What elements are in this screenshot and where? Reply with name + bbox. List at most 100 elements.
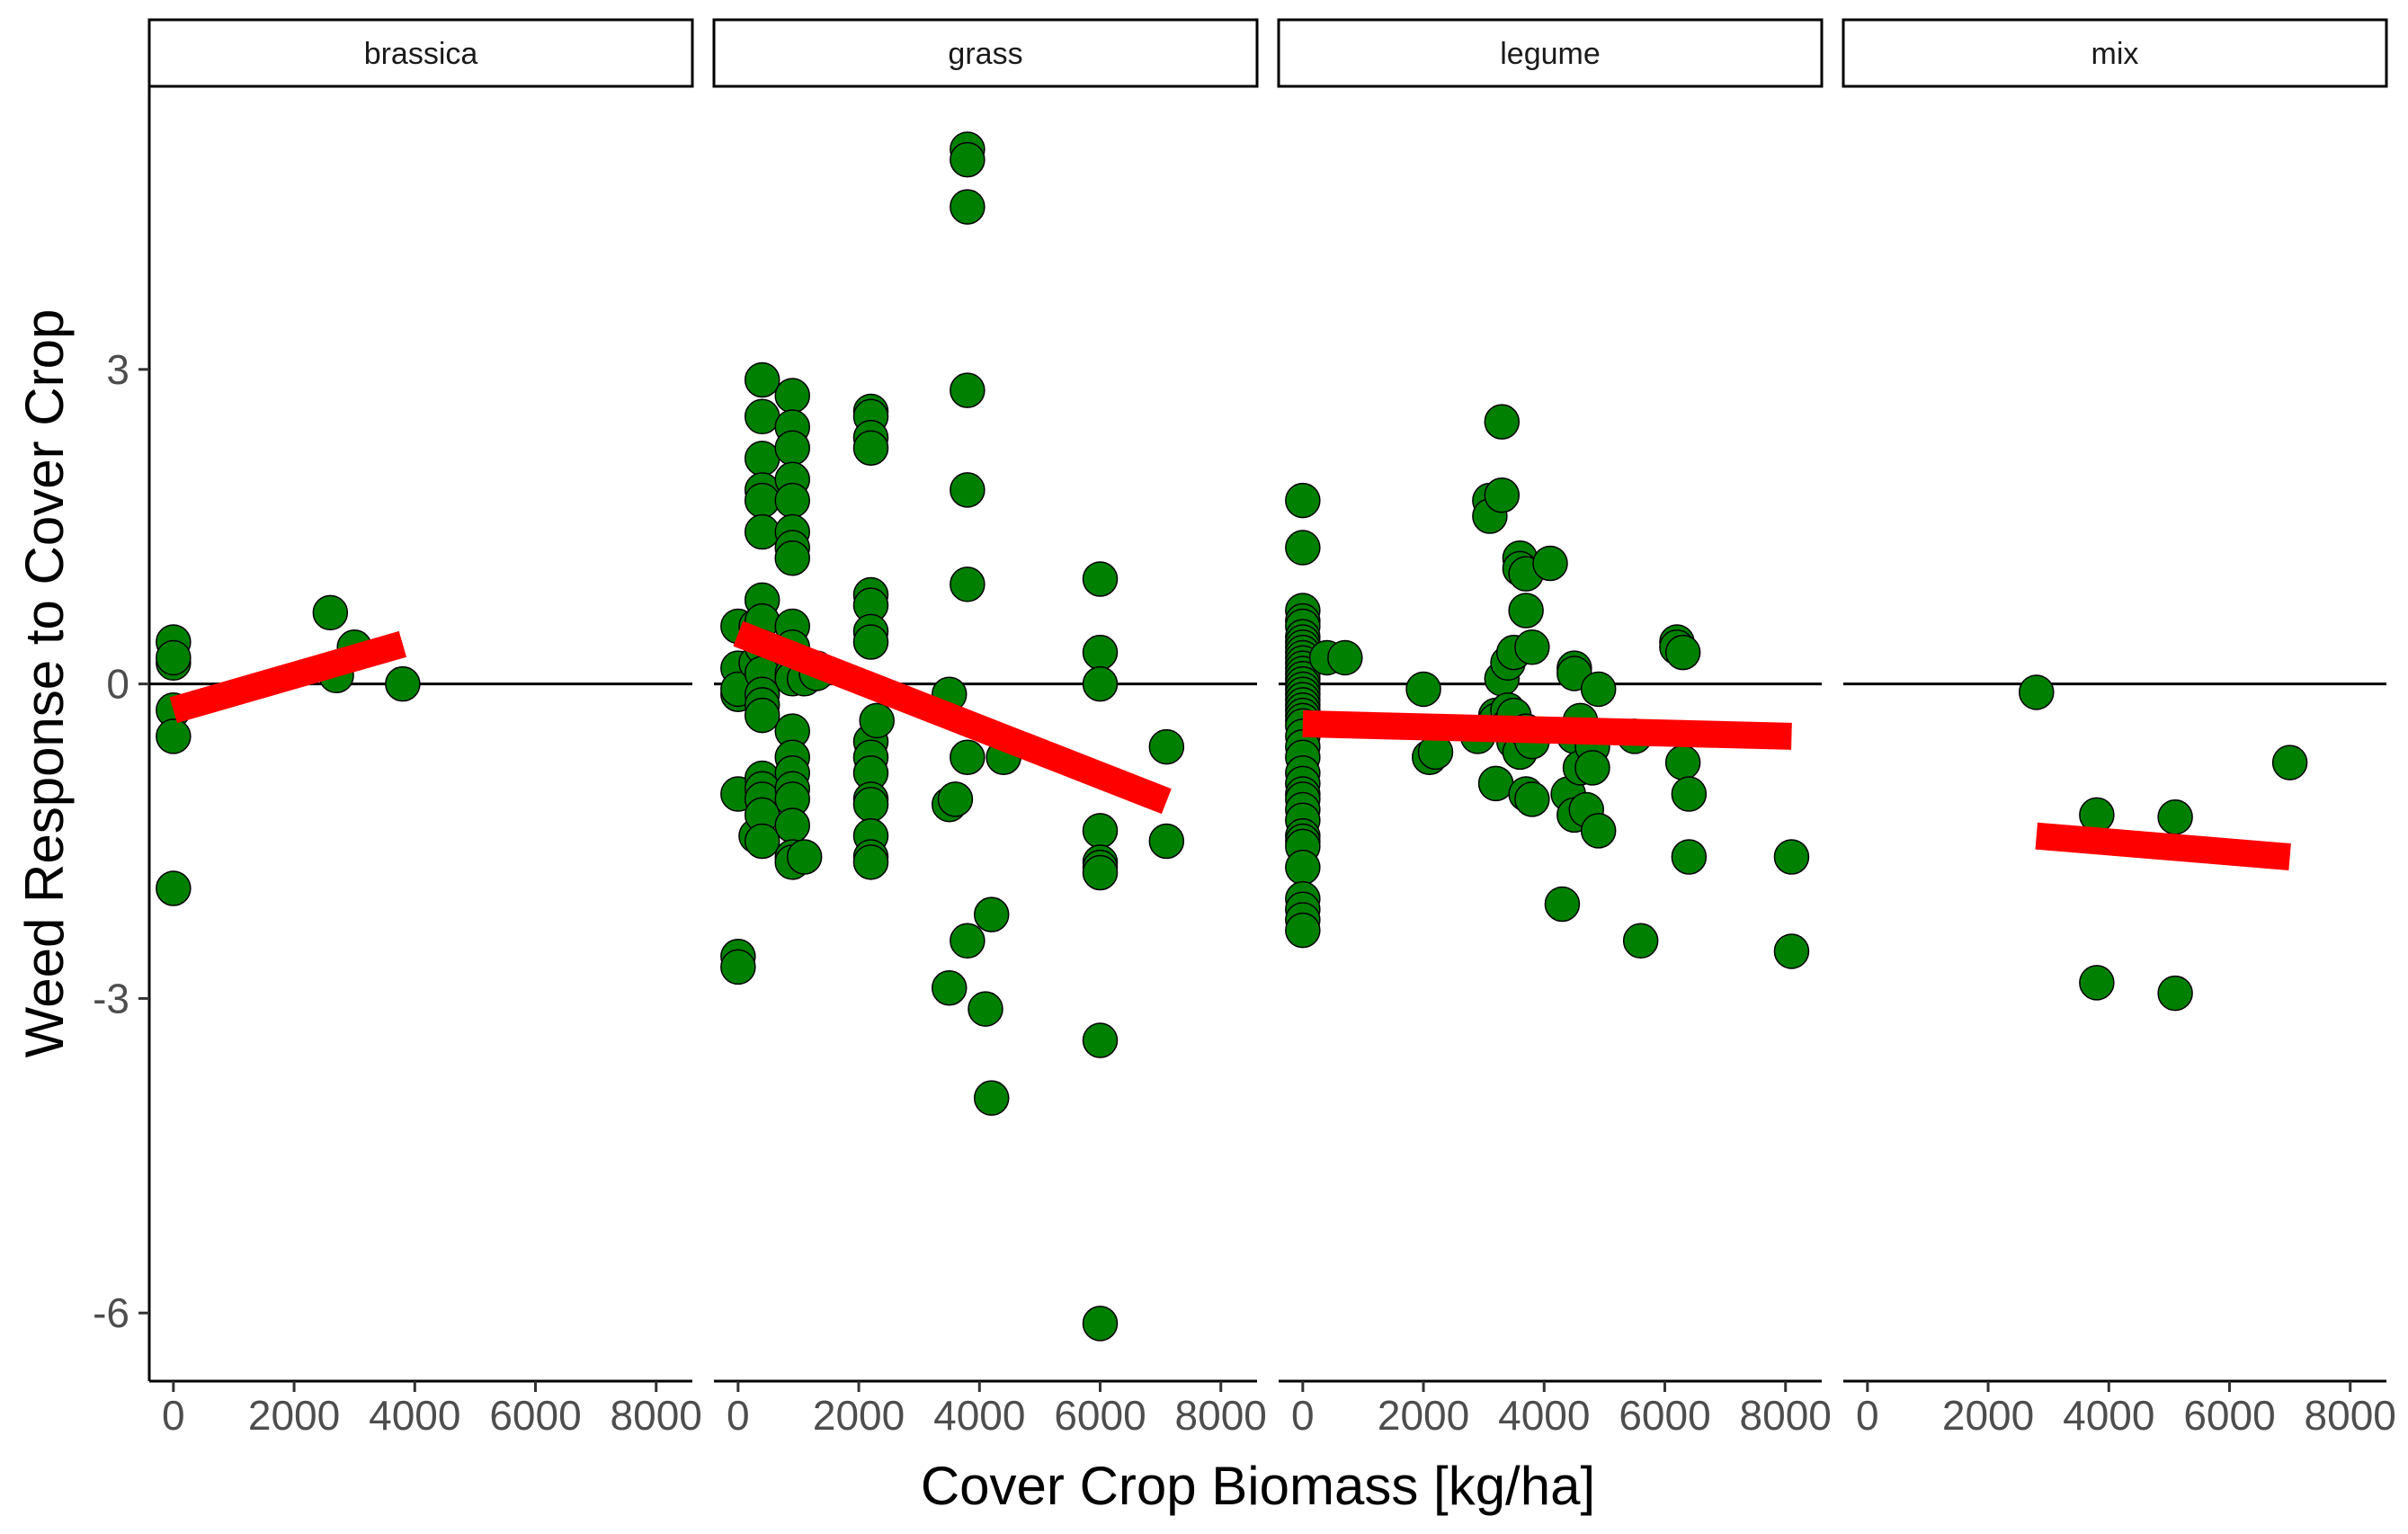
- data-point: [1532, 545, 1568, 582]
- data-point: [1514, 629, 1550, 665]
- data-point: [1671, 776, 1708, 812]
- data-point: [859, 702, 895, 739]
- x-tick-label: 4000: [933, 1392, 1025, 1439]
- data-point: [852, 624, 889, 660]
- x-tick-label: 8000: [1175, 1392, 1267, 1439]
- data-point: [744, 482, 780, 519]
- data-point: [1484, 404, 1521, 440]
- x-tick-label: 2000: [1942, 1392, 2034, 1439]
- data-point: [1285, 482, 1321, 519]
- data-point: [852, 430, 889, 467]
- chart-layer: 3 0 -3 -6 brassica 0 2000 4000 6000 8000 grass 0 200…: [93, 18, 2396, 1439]
- data-point: [1514, 781, 1550, 817]
- x-tick-label: 6000: [1054, 1392, 1146, 1439]
- panel-mix: mix 0 2000 4000 6000 8000: [1842, 18, 2396, 1439]
- x-tick-label: 0: [727, 1392, 750, 1439]
- data-point: [774, 540, 810, 576]
- trend-line: [1302, 709, 1792, 750]
- data-point: [156, 718, 192, 754]
- data-point: [1544, 886, 1581, 923]
- x-tick-label: 6000: [2183, 1392, 2275, 1439]
- data-point: [1327, 639, 1363, 676]
- strip-label-legume: legume: [1500, 37, 1601, 71]
- strip-label-mix: mix: [2091, 37, 2139, 71]
- x-tick-label: 2000: [1378, 1392, 1469, 1439]
- x-tick-label: 4000: [1498, 1392, 1590, 1439]
- strip-grass: [712, 18, 1259, 88]
- data-point: [950, 141, 985, 178]
- data-point: [950, 566, 985, 602]
- data-point: [1285, 912, 1321, 949]
- y-tick-label: -3: [93, 975, 129, 1021]
- data-point: [950, 472, 985, 508]
- strip-legume: [1277, 18, 1824, 88]
- data-point: [1082, 665, 1119, 702]
- data-point: [2019, 674, 2055, 710]
- data-point: [1285, 849, 1321, 886]
- data-point: [1148, 823, 1185, 860]
- trend-line: [169, 630, 407, 724]
- strip-brassica: [147, 18, 694, 88]
- strip-label-brassica: brassica: [364, 37, 478, 71]
- data-point: [931, 970, 968, 1006]
- x-tick-label: 4000: [2063, 1392, 2154, 1439]
- data-point: [1285, 530, 1321, 566]
- strip-mix: [1842, 18, 2388, 88]
- panel-brassica: brassica 0 2000 4000 6000 8000: [147, 18, 702, 1439]
- data-point: [852, 844, 889, 880]
- data-point: [744, 823, 780, 860]
- data-point: [1580, 671, 1617, 708]
- x-tick-label: 8000: [2305, 1392, 2396, 1439]
- data-point: [1664, 634, 1701, 671]
- data-point: [744, 697, 780, 734]
- strip-label-grass: grass: [948, 37, 1022, 71]
- data-point: [2271, 745, 2308, 780]
- data-point: [973, 1080, 1010, 1116]
- data-point: [950, 372, 985, 408]
- data-point: [1664, 745, 1701, 780]
- data-point: [1148, 728, 1185, 765]
- data-point: [973, 896, 1010, 932]
- x-tick-label: 8000: [611, 1392, 702, 1439]
- data-point: [156, 639, 192, 676]
- x-tick-label: 6000: [1619, 1392, 1710, 1439]
- data-point: [1671, 839, 1708, 875]
- data-point: [774, 482, 810, 519]
- data-point: [950, 739, 985, 775]
- data-point: [1082, 634, 1119, 671]
- data-point: [744, 398, 780, 435]
- data-point: [312, 594, 349, 631]
- data-point: [950, 189, 985, 225]
- data-point: [1508, 593, 1544, 629]
- x-tick-label: 8000: [1740, 1392, 1832, 1439]
- data-point: [744, 513, 780, 550]
- data-point: [774, 430, 810, 467]
- data-point: [852, 786, 889, 823]
- data-point: [1574, 750, 1610, 786]
- panel-grass: grass 0 2000 4000 6000 8000: [712, 18, 1267, 1439]
- x-tick-label: 0: [1291, 1392, 1315, 1439]
- data-point: [1622, 923, 1659, 959]
- data-point: [786, 839, 823, 875]
- data-point: [937, 781, 974, 817]
- data-point: [2157, 975, 2193, 1012]
- data-point: [968, 991, 1003, 1027]
- data-point: [1477, 765, 1514, 802]
- data-point: [1082, 1022, 1119, 1058]
- x-axis-title: Cover Crop Biomass [kg/ha]: [921, 1456, 1595, 1516]
- data-point: [1773, 839, 1810, 875]
- data-point: [1082, 561, 1119, 597]
- x-tick-label: 6000: [489, 1392, 581, 1439]
- x-tick-label: 0: [1856, 1392, 1879, 1439]
- panel-legume: legume 0 2000 4000 6000 8000: [1277, 18, 1832, 1439]
- x-tick-label: 0: [162, 1392, 185, 1439]
- data-point: [385, 665, 421, 702]
- data-point: [1082, 1306, 1119, 1342]
- data-point: [2157, 798, 2193, 835]
- y-tick-label: -6: [93, 1289, 129, 1336]
- y-tick-label: 3: [106, 346, 129, 393]
- data-point: [744, 441, 780, 477]
- data-point: [1773, 933, 1810, 969]
- y-tick-label: 0: [106, 661, 129, 708]
